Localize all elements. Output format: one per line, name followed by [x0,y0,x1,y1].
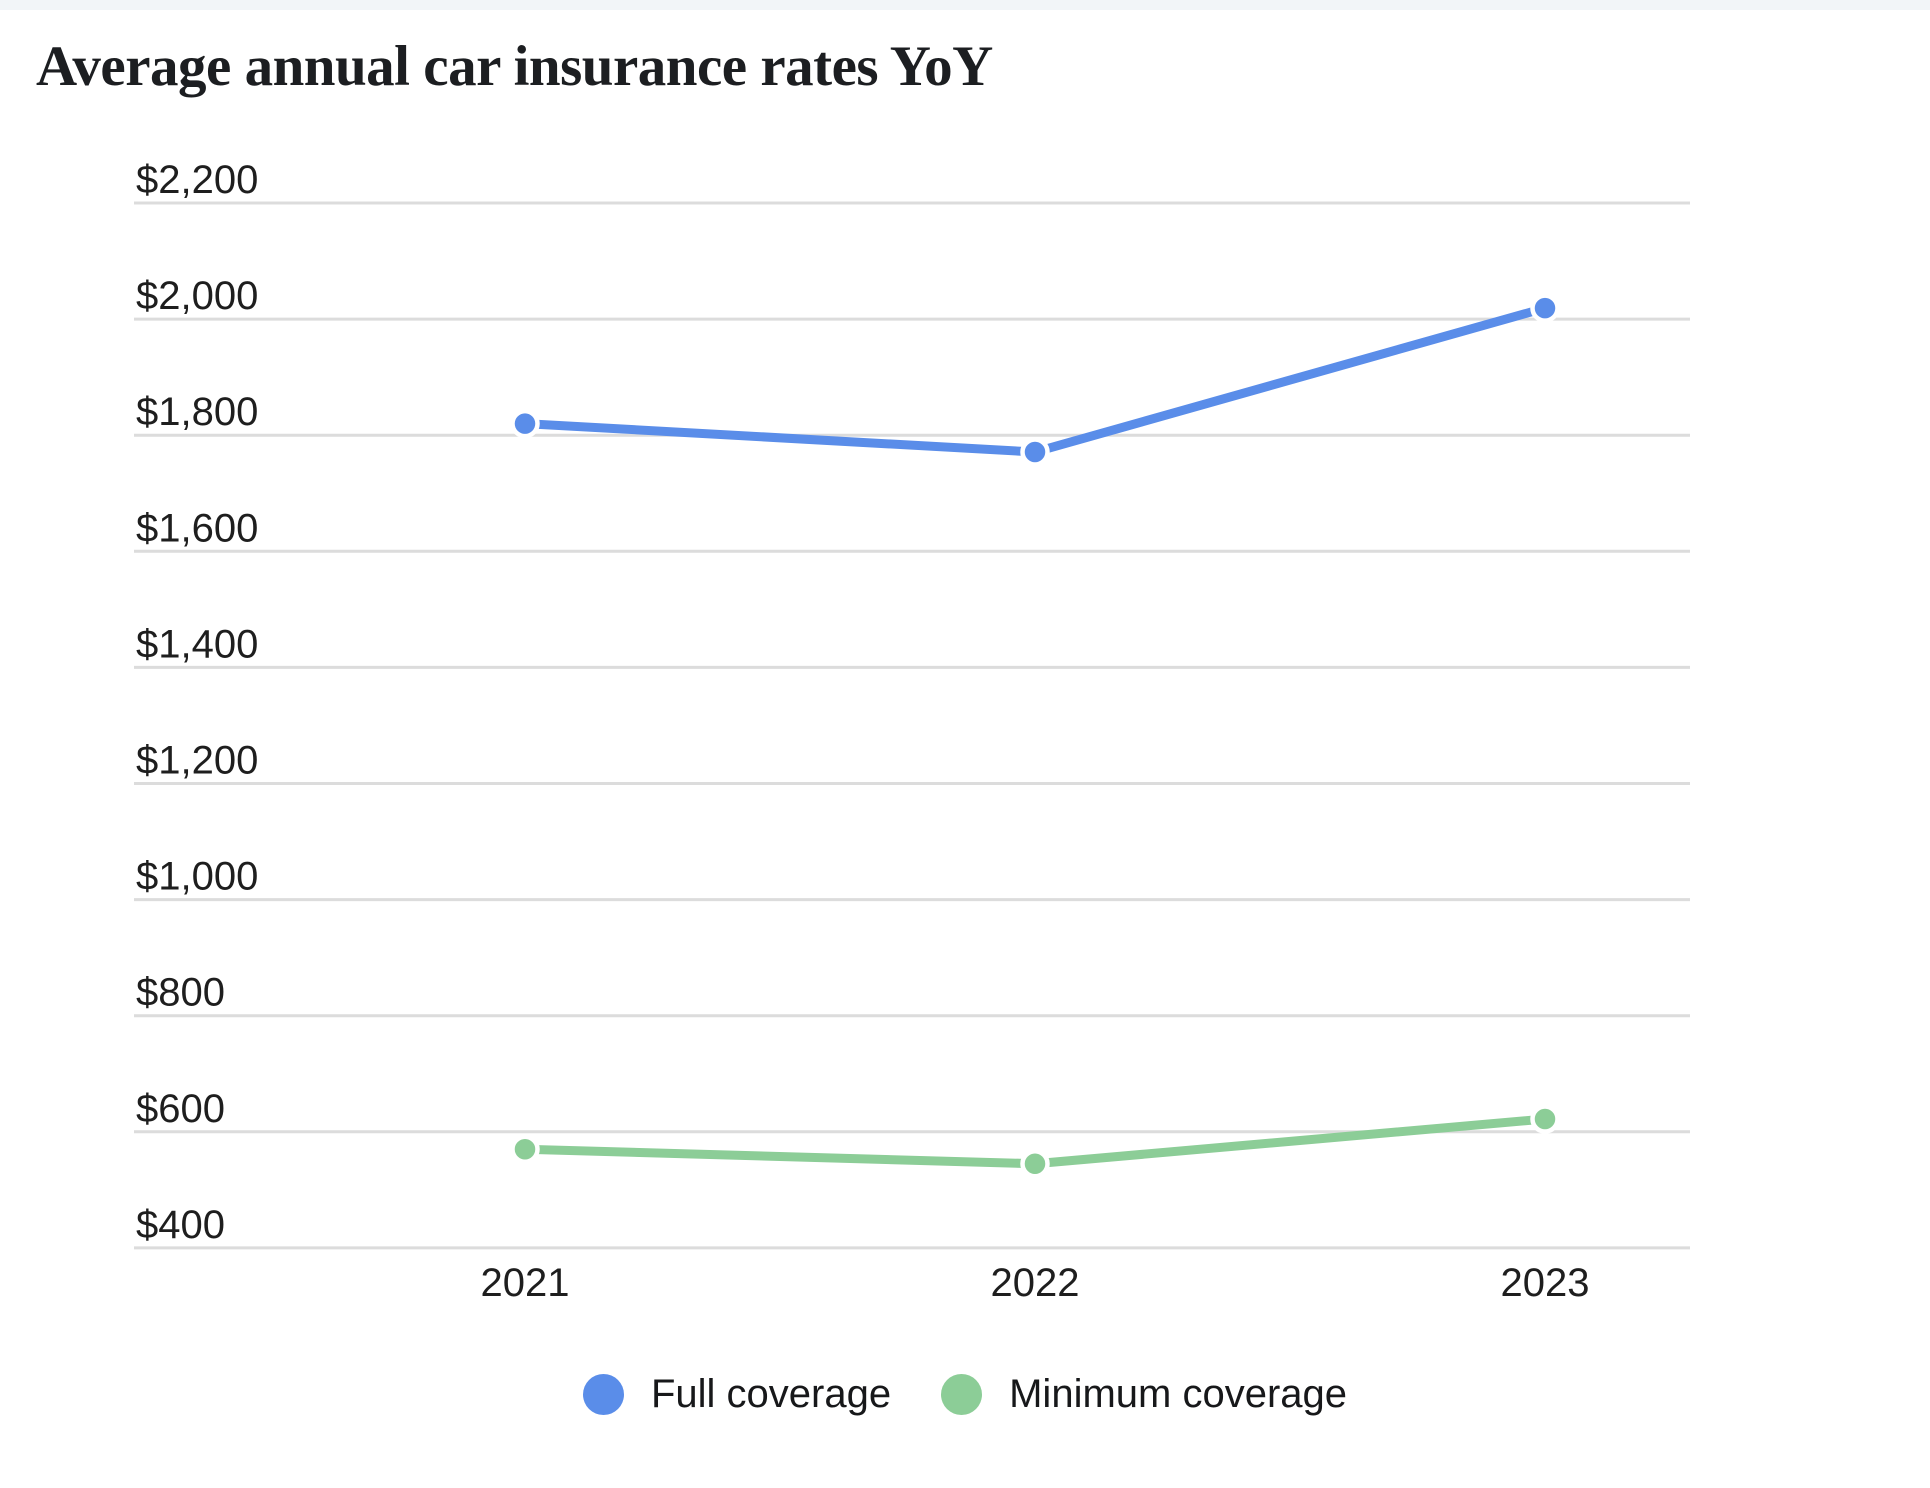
y-tick-label: $2,000 [136,274,258,318]
top-accent-bar [0,0,1930,10]
y-tick-label: $1,000 [136,855,258,899]
y-tick-label: $1,800 [136,390,258,434]
x-axis-label: 2021 [481,1261,570,1305]
data-point [1530,293,1560,323]
legend-item: Minimum coverage [941,1372,1347,1417]
y-tick-label: $600 [136,1087,225,1131]
y-tick-label: $1,400 [136,622,258,666]
y-tick-label: $800 [136,971,225,1015]
y-tick-label: $2,200 [136,158,258,202]
data-point [1530,1104,1560,1134]
data-point [1020,437,1050,467]
legend-swatch-icon [941,1374,983,1415]
y-tick-label: $1,200 [136,739,258,783]
legend-swatch-icon [582,1374,624,1415]
data-point [510,1134,540,1164]
y-tick-label: $400 [136,1203,225,1247]
x-axis-label: 2023 [1501,1261,1590,1305]
legend-label: Full coverage [650,1372,892,1416]
x-axis-label: 2022 [991,1261,1080,1305]
legend-label: Minimum coverage [1009,1372,1347,1416]
data-point [510,408,540,439]
chart-legend: Full coverage Minimum coverage [0,1372,1930,1417]
chart-canvas: $2,200 $2,000 $1,800 $1,600 $1,400 $1,200 $1,0… [134,158,1690,1305]
legend-item: Full coverage [582,1372,892,1417]
data-point [1020,1148,1050,1179]
chart-title: Average annual car insurance rates YoY [36,35,993,98]
y-tick-label: $1,600 [136,506,258,550]
series-line-full-coverage [520,303,1550,457]
